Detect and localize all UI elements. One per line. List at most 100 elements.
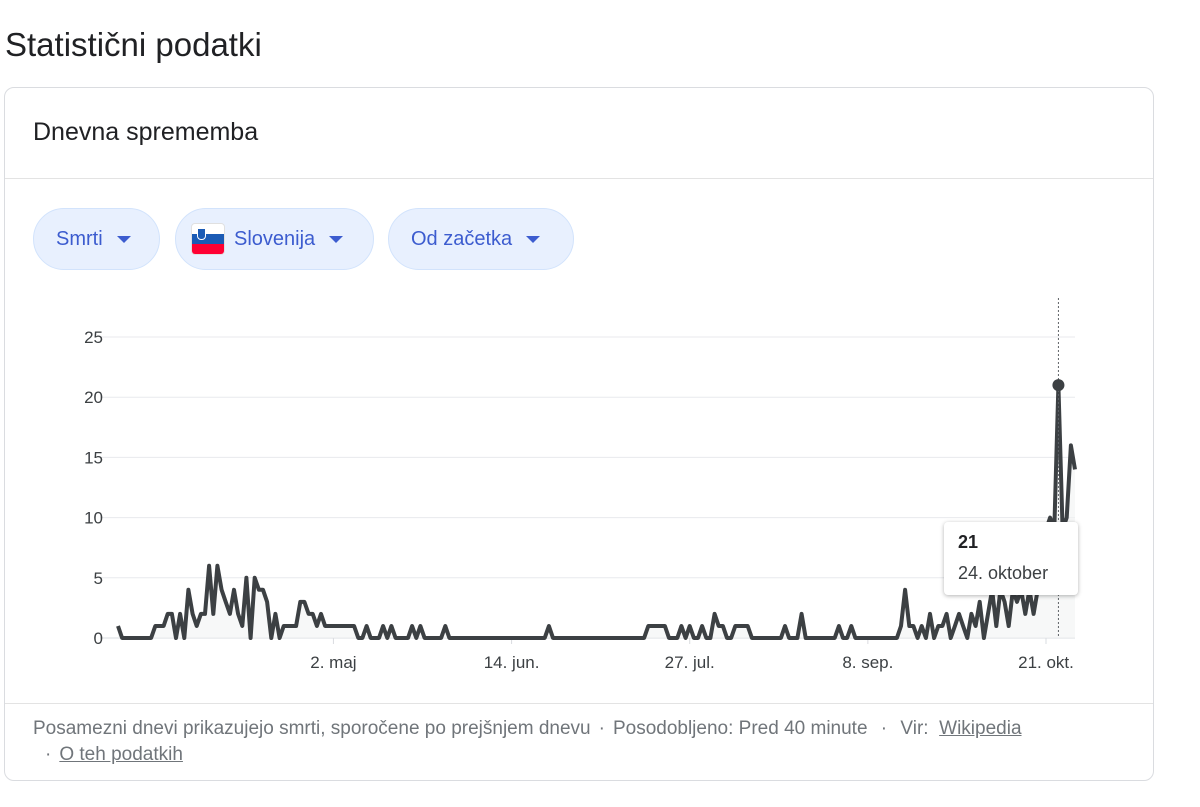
data-point	[795, 636, 799, 640]
data-point	[953, 624, 957, 628]
data-point	[497, 636, 501, 640]
data-point	[120, 636, 124, 640]
data-point	[423, 636, 427, 640]
about-data-link[interactable]: O teh podatkih	[59, 744, 183, 765]
data-point	[311, 612, 315, 616]
period-dropdown[interactable]: Od začetka	[388, 208, 574, 270]
data-point	[191, 612, 195, 616]
stats-card: Dnevna sprememba Smrti Slovenija Od zače…	[4, 87, 1154, 781]
data-point	[928, 612, 932, 616]
x-tick-label: 21. okt.	[1018, 653, 1074, 672]
metric-dropdown[interactable]: Smrti	[33, 208, 160, 270]
data-point	[431, 636, 435, 640]
data-point	[514, 636, 518, 640]
data-point	[663, 624, 667, 628]
data-point	[982, 636, 986, 640]
data-point	[932, 636, 936, 640]
data-point	[1048, 516, 1052, 520]
data-point	[124, 636, 128, 640]
data-point	[800, 612, 804, 616]
data-point	[464, 636, 468, 640]
data-point	[899, 624, 903, 628]
data-point	[638, 636, 642, 640]
source-label: Vir:	[900, 718, 929, 739]
data-point	[472, 636, 476, 640]
data-point	[269, 636, 273, 640]
data-point	[240, 624, 244, 628]
data-point	[344, 624, 348, 628]
data-point	[1003, 600, 1007, 604]
footer-note: Posamezni dnevi prikazujejo smrti, sporo…	[33, 718, 591, 739]
caret-down-icon	[116, 235, 131, 243]
data-point	[621, 636, 625, 640]
data-point	[298, 600, 302, 604]
data-point	[133, 636, 137, 640]
data-point	[244, 576, 248, 580]
data-point	[290, 624, 294, 628]
data-point	[733, 624, 737, 628]
data-point	[476, 636, 480, 640]
data-point	[891, 636, 895, 640]
data-point	[282, 624, 286, 628]
data-point	[742, 624, 746, 628]
data-point	[302, 600, 306, 604]
x-tick-label: 27. jul.	[665, 653, 715, 672]
y-tick-label: 5	[94, 569, 103, 588]
region-dropdown[interactable]: Slovenija	[175, 208, 374, 270]
data-point	[858, 636, 862, 640]
data-point	[576, 636, 580, 640]
x-tick-label: 8. sep.	[842, 653, 893, 672]
data-point	[721, 624, 725, 628]
data-point	[1023, 612, 1027, 616]
data-point	[626, 636, 630, 640]
data-point	[166, 612, 170, 616]
data-point	[336, 624, 340, 628]
data-point	[750, 636, 754, 640]
data-point	[182, 636, 186, 640]
data-point	[758, 636, 762, 640]
data-point	[178, 612, 182, 616]
data-point	[887, 636, 891, 640]
data-point	[762, 636, 766, 640]
data-point	[307, 612, 311, 616]
wikipedia-link[interactable]: Wikipedia	[939, 718, 1022, 739]
data-point	[418, 624, 422, 628]
data-point	[791, 636, 795, 640]
data-point	[149, 636, 153, 640]
data-point	[348, 624, 352, 628]
data-point	[592, 636, 596, 640]
y-tick-label: 10	[84, 509, 103, 528]
data-point	[207, 564, 211, 568]
data-point	[568, 636, 572, 640]
data-point	[1032, 612, 1036, 616]
data-point	[895, 636, 899, 640]
data-point	[460, 636, 464, 640]
data-point	[323, 624, 327, 628]
data-point	[725, 636, 729, 640]
data-point	[617, 636, 621, 640]
data-point	[911, 624, 915, 628]
data-point	[215, 564, 219, 568]
data-point	[675, 636, 679, 640]
caret-down-icon	[526, 235, 541, 243]
data-point	[816, 636, 820, 640]
data-point	[356, 636, 360, 640]
data-point	[613, 636, 617, 640]
data-point	[684, 636, 688, 640]
data-point	[153, 624, 157, 628]
data-point	[580, 636, 584, 640]
metric-label: Smrti	[56, 227, 103, 250]
data-point	[808, 636, 812, 640]
data-point	[294, 624, 298, 628]
data-point	[211, 612, 215, 616]
data-point	[961, 624, 965, 628]
footer-divider	[5, 703, 1153, 704]
data-point	[340, 624, 344, 628]
data-point	[331, 624, 335, 628]
data-point	[766, 636, 770, 640]
data-point	[878, 636, 882, 640]
data-point	[746, 624, 750, 628]
highlight-point	[1052, 379, 1065, 392]
data-point	[609, 636, 613, 640]
